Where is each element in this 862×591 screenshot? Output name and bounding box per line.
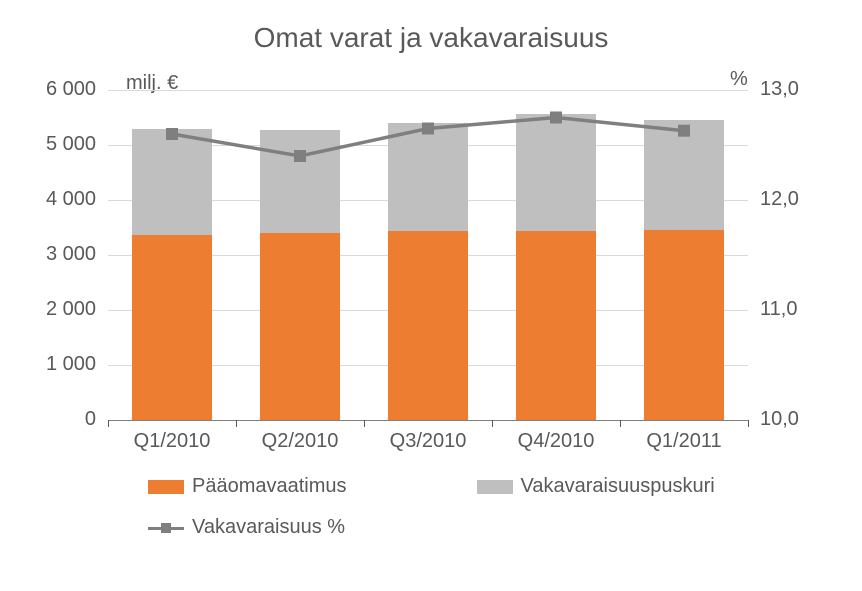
legend-item-vakavaraisuus-pct: Vakavaraisuus % <box>148 516 345 539</box>
legend-row-2: Vakavaraisuus % <box>148 516 748 539</box>
legend-swatch-icon <box>148 480 184 494</box>
y1-axis-labels: 01 0002 0003 0004 0005 0006 000 <box>0 90 96 420</box>
legend-item-vakavaraisuuspuskuri: Vakavaraisuuspuskuri <box>477 475 715 498</box>
legend-line-marker-icon <box>148 521 184 535</box>
y2-tick-label: 11,0 <box>760 298 820 321</box>
y1-tick-label: 5 000 <box>16 133 96 156</box>
x-tick-label: Q2/2010 <box>262 430 339 453</box>
x-tick-label: Q1/2011 <box>646 430 721 453</box>
y1-tick-label: 6 000 <box>16 78 96 101</box>
legend-item-paaomavaatimus: Pääomavaatimus <box>148 475 347 498</box>
y2-axis-labels: 10,011,012,013,0 <box>760 90 840 420</box>
y2-tick-label: 13,0 <box>760 78 820 101</box>
line-marker <box>550 112 562 124</box>
x-tick-label: Q3/2010 <box>390 430 467 453</box>
line-marker <box>678 125 690 137</box>
y1-tick-label: 4 000 <box>16 188 96 211</box>
x-tickmark <box>492 420 493 427</box>
legend-row-1: Pääomavaatimus Vakavaraisuuspuskuri <box>148 475 748 498</box>
x-tickmark <box>108 420 109 427</box>
legend-label: Pääomavaatimus <box>192 475 347 498</box>
y1-tick-label: 1 000 <box>16 353 96 376</box>
y1-tick-label: 0 <box>16 408 96 431</box>
legend-swatch-icon <box>477 480 513 494</box>
y1-tick-label: 2 000 <box>16 298 96 321</box>
line-series-svg <box>108 90 748 420</box>
x-tickmark <box>364 420 365 427</box>
y2-tick-label: 12,0 <box>760 188 820 211</box>
x-tickmark <box>748 420 749 427</box>
legend-label: Vakavaraisuuspuskuri <box>521 475 715 498</box>
chart-container: Omat varat ja vakavaraisuus milj. € % 01… <box>0 0 862 591</box>
x-tick-label: Q1/2010 <box>134 430 211 453</box>
x-tick-label: Q4/2010 <box>518 430 595 453</box>
x-axis-labels: Q1/2010 Q2/2010 Q3/2010 Q4/2010 Q1/2011 <box>108 430 748 460</box>
legend-label: Vakavaraisuus % <box>192 516 345 539</box>
line-marker <box>294 150 306 162</box>
chart-title: Omat varat ja vakavaraisuus <box>0 22 862 54</box>
x-tickmark <box>620 420 621 427</box>
line-marker <box>166 128 178 140</box>
y1-tick-label: 3 000 <box>16 243 96 266</box>
line-marker <box>422 123 434 135</box>
gridline <box>108 420 748 421</box>
y2-axis-unit-label: % <box>730 68 748 91</box>
x-tickmark <box>236 420 237 427</box>
y2-tick-label: 10,0 <box>760 408 820 431</box>
legend: Pääomavaatimus Vakavaraisuuspuskuri Vaka… <box>148 475 748 539</box>
plot-area <box>108 90 748 420</box>
